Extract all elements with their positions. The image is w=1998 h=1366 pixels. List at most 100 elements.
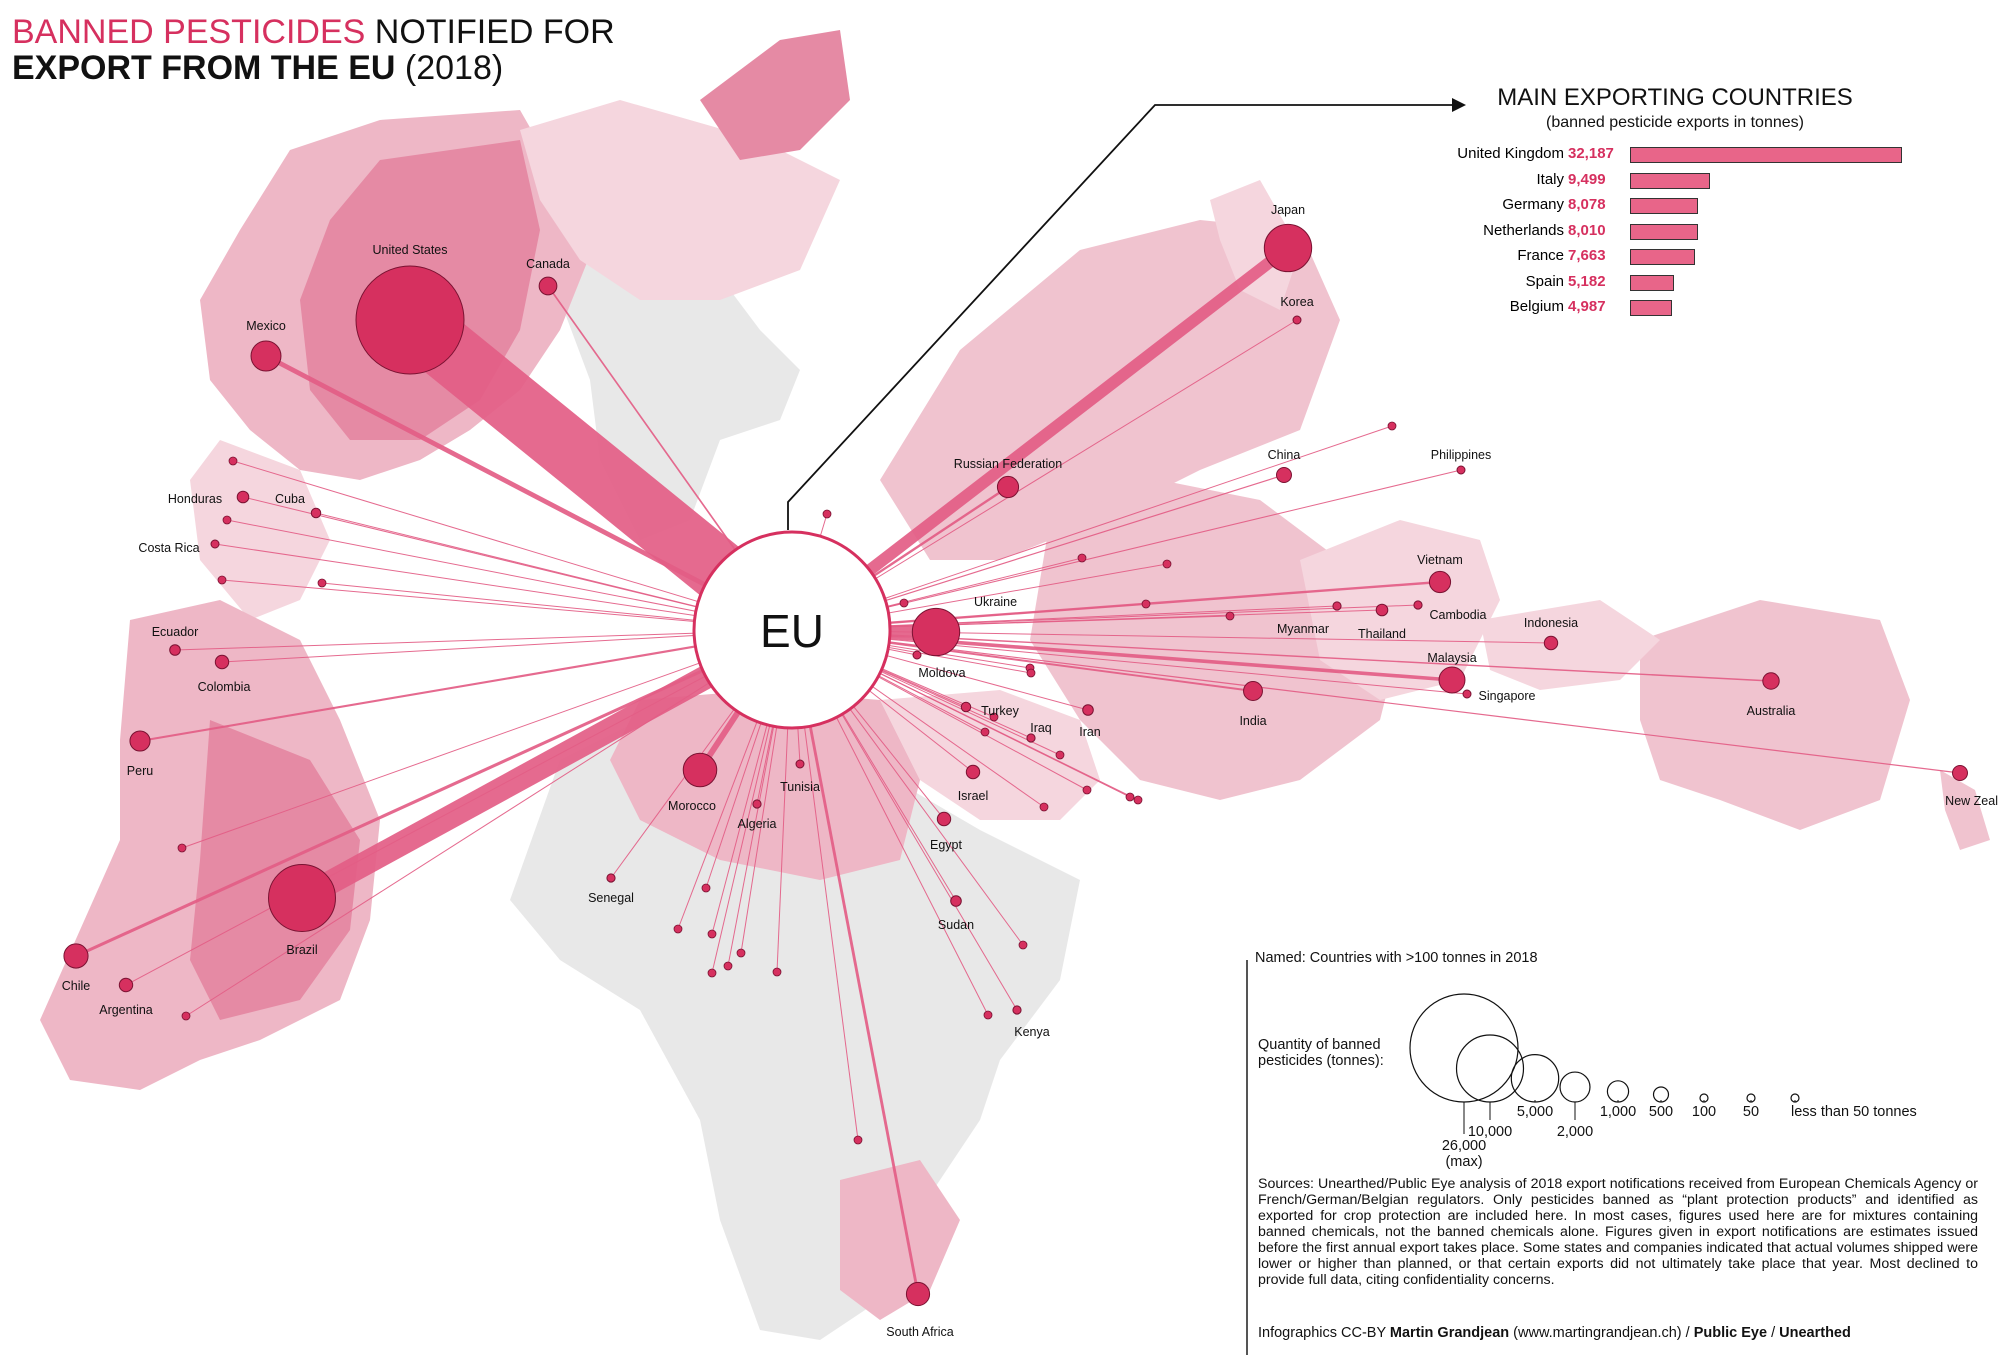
exporter-row: Italy 9,499 bbox=[1452, 171, 1632, 193]
exporters-title: MAIN EXPORTING COUNTRIES bbox=[1497, 84, 1853, 111]
node-honduras bbox=[236, 490, 250, 504]
node-egypt bbox=[936, 811, 952, 827]
flow-minor-2 bbox=[221, 579, 793, 631]
land-alaska bbox=[700, 30, 850, 160]
minor-destination-dot bbox=[673, 924, 683, 934]
label-peru: Peru bbox=[127, 764, 153, 778]
label-argentina: Argentina bbox=[99, 1003, 153, 1017]
exporter-bar bbox=[1630, 249, 1695, 265]
node-singapore bbox=[1462, 689, 1472, 699]
land-brazil bbox=[190, 720, 360, 1020]
title-line2-rest: (2018) bbox=[395, 49, 504, 87]
exporter-name: Spain bbox=[1525, 272, 1564, 290]
legend-divider bbox=[1246, 960, 1248, 1355]
land-mexico-central bbox=[190, 440, 330, 620]
node-south-africa bbox=[905, 1281, 931, 1307]
title-line-1: BANNED PESTICIDES NOTIFIED FOR bbox=[12, 14, 615, 50]
node-japan bbox=[1263, 223, 1313, 273]
land-masses bbox=[40, 30, 1990, 1340]
flow-peru bbox=[139, 628, 793, 743]
flow-united-states bbox=[390, 295, 812, 655]
title-line1-rest: NOTIFIED FOR bbox=[365, 13, 615, 51]
node-thailand bbox=[1375, 603, 1389, 617]
legend-quantity-label-1: Quantity of banned bbox=[1258, 1037, 1381, 1053]
legend-size-label-2: (max) bbox=[1445, 1154, 1482, 1170]
flow-lines bbox=[75, 243, 1961, 1295]
minor-destination-dot bbox=[707, 929, 717, 939]
flow-singapore bbox=[791, 629, 1468, 695]
exporter-row: France 7,663 bbox=[1452, 247, 1632, 269]
minor-destination-dot bbox=[1125, 792, 1135, 802]
exporter-bar bbox=[1630, 172, 1711, 189]
legend-size-label: 5,000 bbox=[1517, 1104, 1553, 1120]
node-tunisia bbox=[795, 759, 805, 769]
credit-author: Martin Grandjean bbox=[1389, 1325, 1510, 1341]
exporter-bar bbox=[1630, 300, 1673, 316]
exporter-value: 8,010 bbox=[1568, 221, 1606, 239]
label-costa-rica: Costa Rica bbox=[138, 541, 199, 555]
minor-destination-dot bbox=[181, 1011, 191, 1021]
node-myanmar bbox=[1332, 601, 1342, 611]
label-vietnam: Vietnam bbox=[1417, 553, 1463, 567]
flow-minor-29 bbox=[181, 629, 793, 849]
flow-costa-rica bbox=[214, 543, 793, 631]
node-mexico bbox=[250, 340, 282, 372]
minor-destination-dot bbox=[1225, 611, 1235, 621]
flow-minor-1 bbox=[226, 519, 793, 631]
minor-destination-dot bbox=[989, 712, 999, 722]
title-line-2: EXPORT FROM THE EU (2018) bbox=[12, 50, 615, 86]
flow-china bbox=[791, 474, 1285, 631]
minor-destination-dot bbox=[1162, 559, 1172, 569]
exporter-row: Germany 8,078 bbox=[1452, 196, 1632, 218]
node-iran bbox=[1082, 704, 1094, 716]
land-australia bbox=[1640, 600, 1910, 830]
minor-destination-dot bbox=[177, 843, 187, 853]
exporter-value: 7,663 bbox=[1568, 247, 1606, 264]
minor-destination-dot bbox=[772, 967, 782, 977]
node-ukraine bbox=[911, 607, 961, 657]
label-canada: Canada bbox=[526, 257, 570, 271]
label-algeria: Algeria bbox=[738, 817, 777, 831]
node-morocco bbox=[682, 752, 718, 788]
label-kenya: Kenya bbox=[1014, 1025, 1049, 1039]
node-kenya bbox=[1012, 1005, 1022, 1015]
node-india bbox=[1243, 681, 1263, 701]
label-cuba: Cuba bbox=[275, 492, 305, 506]
land-middle-east bbox=[880, 690, 1100, 820]
node-moldova bbox=[912, 650, 922, 660]
exporter-bar bbox=[1630, 147, 1902, 163]
node-china bbox=[1276, 467, 1292, 483]
land-india bbox=[1180, 680, 1300, 790]
legend-circle bbox=[1606, 1080, 1630, 1103]
flow-chile bbox=[75, 628, 793, 958]
flow-ecuador bbox=[174, 629, 793, 651]
land-south-africa bbox=[840, 1160, 960, 1320]
exporter-name: Belgium bbox=[1509, 298, 1564, 315]
node-sudan bbox=[950, 895, 962, 907]
exporter-value: 4,987 bbox=[1568, 298, 1606, 315]
minor-destination-dot bbox=[1018, 940, 1028, 950]
minor-destination-dot bbox=[822, 509, 832, 519]
flow-japan bbox=[788, 243, 1292, 635]
node-senegal bbox=[606, 873, 616, 883]
credit-site: (www.martingrandjean.ch) / bbox=[1509, 1325, 1694, 1341]
label-south-africa: South Africa bbox=[886, 1325, 953, 1339]
label-cambodia: Cambodia bbox=[1430, 608, 1487, 622]
minor-destination-dot bbox=[983, 1010, 993, 1020]
exporter-bar bbox=[1630, 274, 1674, 291]
node-brazil bbox=[268, 864, 336, 932]
node-peru bbox=[129, 730, 151, 752]
legend-size-label: 2,000 bbox=[1557, 1124, 1593, 1140]
eu-hub-circle bbox=[692, 530, 892, 730]
flow-korea bbox=[791, 319, 1298, 631]
label-iran: Iran bbox=[1079, 725, 1101, 739]
label-mexico: Mexico bbox=[246, 319, 286, 333]
exporter-bar bbox=[1630, 223, 1698, 240]
minor-destination-dot bbox=[723, 961, 733, 971]
minor-destination-dot bbox=[222, 515, 232, 525]
minor-destination-dot bbox=[736, 948, 746, 958]
exporter-row: United Kingdom 32,187 bbox=[1452, 145, 1632, 167]
exporter-name: France bbox=[1517, 247, 1564, 264]
legend-size-label: 10,000 bbox=[1468, 1124, 1512, 1140]
